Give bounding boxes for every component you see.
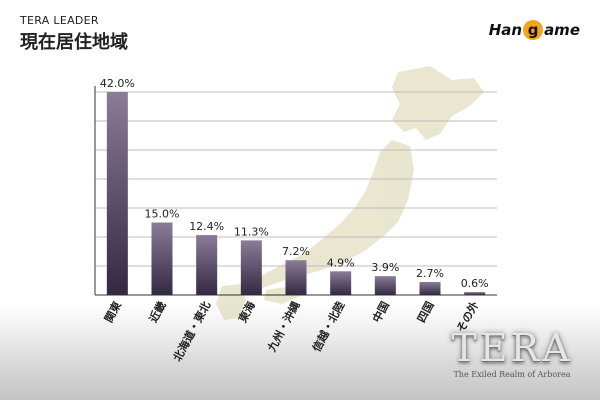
bar-4 [285,260,307,295]
bar-2 [196,235,218,295]
bar-8 [464,292,486,295]
hangame-logo-left: Han [488,21,523,39]
category-label-0: 関東 [101,298,124,325]
data-label-1: 15.0% [145,208,180,221]
bar-0 [106,92,128,295]
header-subtitle: TERA LEADER [20,14,99,27]
tera-logo-word: TERA [451,326,573,370]
map-hokkaido-shape [392,66,484,140]
data-label-3: 11.3% [234,225,269,238]
category-label-2: 北海道・東北 [170,299,213,364]
category-label-5: 信越・北陸 [309,299,347,354]
bar-6 [374,276,396,295]
map-kyushu-shape [216,284,246,320]
data-label-7: 2.7% [416,267,444,280]
category-label-1: 近畿 [146,299,169,325]
bar-7 [419,281,441,295]
tera-logo-tagline: The Exiled Realm of Arborea [453,370,571,379]
tera-logo: TERA The Exiled Realm of Arborea [442,326,582,386]
data-label-2: 12.4% [189,220,224,233]
hangame-logo-right: ame [544,21,580,39]
hangame-logo-g: g [523,20,544,40]
data-label-8: 0.6% [461,277,489,290]
bar-5 [330,271,352,295]
bar-3 [240,240,262,295]
chart-bars [106,92,486,295]
category-label-6: 中国 [369,299,392,325]
chart-category-labels: 関東 近畿 北海道・東北 東海 九州・沖縄 信越・北陸 中国 四国 その外 [101,298,481,364]
chart-data-labels: 42.0% 15.0% 12.4% 11.3% 7.2% 4.9% 3.9% 2.7% 0.6% [100,77,489,290]
map-honshu-shape [250,140,414,288]
bar-1 [151,222,173,295]
category-label-4: 九州・沖縄 [264,299,303,355]
hangame-logo: Han g ame [489,20,580,40]
data-label-5: 4.9% [327,256,355,269]
chart-title: 現在居住地域 [20,32,128,53]
data-label-0: 42.0% [100,77,135,90]
category-label-7: 四国 [415,299,437,325]
data-label-6: 3.9% [371,261,399,274]
data-label-4: 7.2% [282,245,310,258]
